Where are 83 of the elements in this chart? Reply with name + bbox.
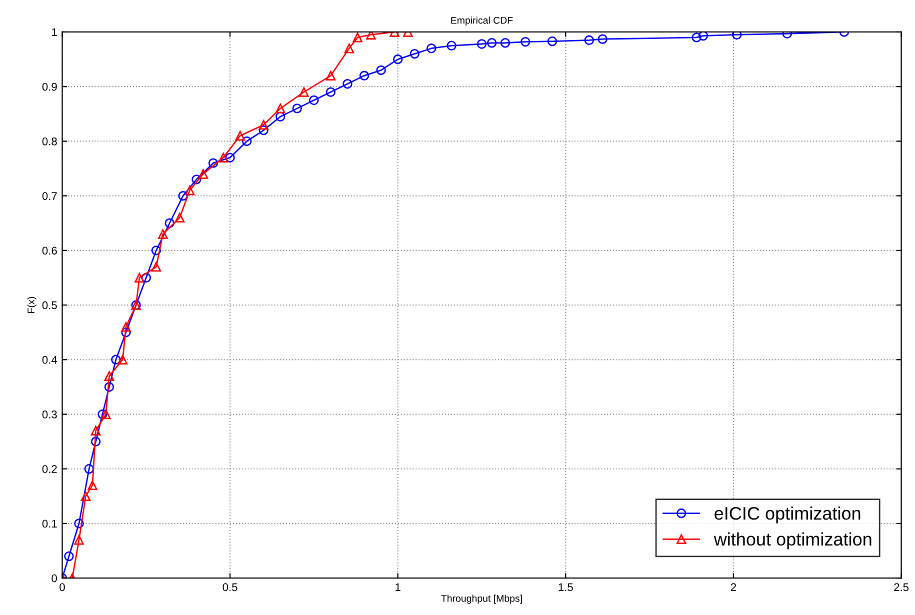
point (258, 125, 268, 136)
x-tick-label: 1 (396, 583, 400, 592)
x-tick-label: 2 (730, 583, 736, 592)
point (446, 40, 456, 50)
point (584, 35, 594, 46)
point (118, 354, 128, 365)
y-tick-label: 0.9 (42, 82, 57, 91)
point (292, 104, 302, 114)
y-tick-label: 0.6 (42, 246, 57, 255)
y-tick-label: 0.3 (42, 410, 57, 418)
y-tick-label: 0 (52, 574, 57, 582)
point (500, 38, 510, 48)
point (235, 130, 245, 141)
point (104, 371, 114, 381)
point (192, 174, 202, 184)
y-tick-label: 0.2 (42, 465, 57, 474)
point (366, 32, 376, 40)
y-tick-label: 0.4 (42, 356, 58, 364)
point (151, 262, 162, 272)
point (158, 229, 168, 239)
point (151, 246, 162, 256)
y-tick-label: 1 (52, 28, 57, 36)
point (98, 409, 108, 420)
point (90, 436, 101, 446)
y-tick-label: 0.8 (42, 137, 57, 146)
point (692, 32, 702, 42)
point (309, 95, 319, 106)
point (64, 551, 74, 562)
point (352, 32, 362, 42)
point (178, 190, 188, 201)
point (344, 44, 354, 54)
legend-label: eICIC optimization (714, 506, 860, 524)
point (242, 136, 252, 146)
point (111, 354, 121, 365)
point (100, 409, 111, 420)
x-tick-label: 0 (60, 583, 65, 592)
point (598, 34, 608, 44)
point (342, 79, 352, 89)
point (276, 104, 286, 114)
point (359, 70, 370, 81)
point (476, 39, 487, 49)
point (88, 480, 98, 490)
point (164, 218, 174, 228)
point (208, 158, 218, 168)
point (486, 38, 497, 48)
x-axis-title: Throughput [Mbps] (441, 594, 522, 604)
point (84, 464, 94, 474)
legend-label: without optimization (714, 532, 872, 550)
x-tick-label: 2.5 (894, 583, 909, 592)
point (258, 120, 268, 130)
point (276, 112, 286, 122)
point (392, 54, 403, 64)
x-tick-label: 1.5 (558, 583, 573, 592)
point (134, 272, 144, 283)
point (410, 48, 420, 59)
chart-title: Empirical CDF (451, 16, 513, 26)
x-tick-label: 0.5 (222, 583, 238, 592)
point (121, 322, 131, 332)
y-tick-label: 0.1 (42, 520, 57, 528)
point (90, 426, 101, 436)
point (184, 185, 195, 196)
point (698, 32, 708, 41)
point (376, 65, 386, 76)
point (732, 32, 742, 40)
point (121, 327, 131, 338)
point (174, 212, 185, 223)
point (326, 70, 336, 81)
point (80, 491, 91, 502)
point (547, 36, 558, 46)
y-tick-label: 0.7 (42, 192, 57, 200)
point (198, 169, 208, 179)
point (104, 382, 114, 392)
y-axis-title: F(x) (27, 297, 36, 313)
point (141, 272, 151, 283)
point (225, 152, 235, 162)
point (74, 518, 84, 528)
point (520, 36, 530, 47)
point (426, 44, 436, 54)
point (74, 535, 84, 545)
y-tick-label: 0.5 (42, 301, 57, 310)
point (326, 87, 336, 97)
point (299, 87, 309, 97)
point (218, 152, 228, 162)
